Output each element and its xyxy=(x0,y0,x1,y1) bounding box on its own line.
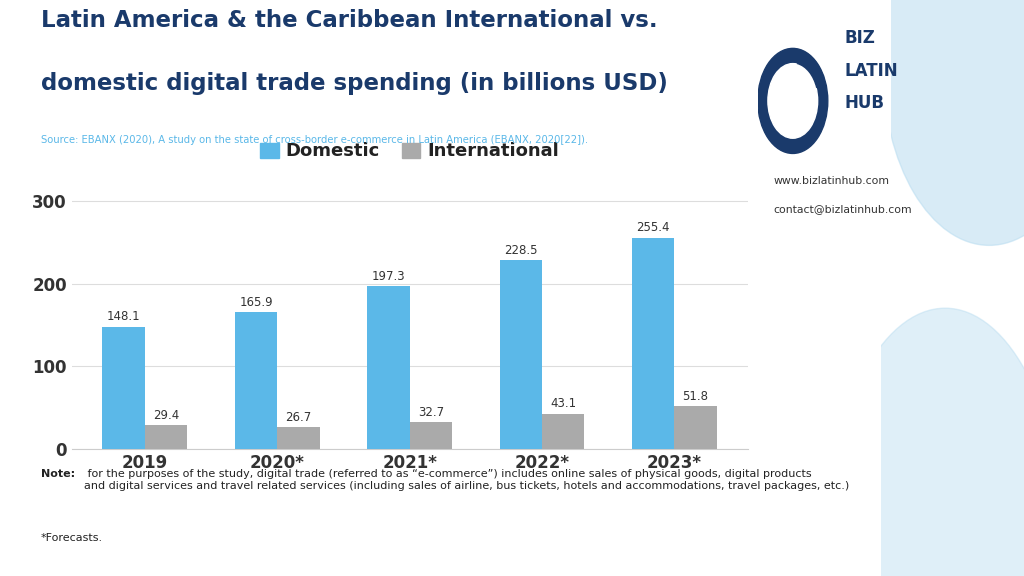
Text: 43.1: 43.1 xyxy=(550,397,577,410)
Circle shape xyxy=(768,63,817,138)
Bar xyxy=(234,312,278,449)
Text: domestic digital trade spending (in billions USD): domestic digital trade spending (in bill… xyxy=(41,72,668,95)
Text: 26.7: 26.7 xyxy=(286,411,311,424)
Text: Latin America & the Caribbean International vs.: Latin America & the Caribbean Internatio… xyxy=(41,9,657,32)
Text: 32.7: 32.7 xyxy=(418,406,443,419)
Text: 197.3: 197.3 xyxy=(372,270,406,283)
Circle shape xyxy=(758,48,827,153)
Bar xyxy=(542,414,585,449)
Bar xyxy=(144,425,187,449)
Text: Source: EBANX (2020), A study on the state of cross-border e-commerce in Latin A: Source: EBANX (2020), A study on the sta… xyxy=(41,135,588,145)
Ellipse shape xyxy=(883,0,1024,245)
Text: 51.8: 51.8 xyxy=(683,390,709,403)
Text: 29.4: 29.4 xyxy=(153,408,179,422)
Text: HUB: HUB xyxy=(845,94,885,112)
Bar xyxy=(500,260,542,449)
Wedge shape xyxy=(797,49,825,88)
Text: *Forecasts.: *Forecasts. xyxy=(41,533,103,543)
Text: Note:: Note: xyxy=(41,469,75,479)
Text: 255.4: 255.4 xyxy=(637,222,670,234)
Text: 228.5: 228.5 xyxy=(504,244,538,257)
Text: 165.9: 165.9 xyxy=(240,295,272,309)
Text: LATIN: LATIN xyxy=(845,62,898,79)
Legend: Domestic, International: Domestic, International xyxy=(253,135,566,168)
Text: contact@bizlatinhub.com: contact@bizlatinhub.com xyxy=(773,204,911,214)
Ellipse shape xyxy=(825,308,1024,576)
Bar xyxy=(368,286,410,449)
Bar xyxy=(675,407,717,449)
Text: BIZ: BIZ xyxy=(845,29,876,47)
Bar xyxy=(410,422,452,449)
Text: www.bizlatinhub.com: www.bizlatinhub.com xyxy=(773,176,889,185)
Text: for the purposes of the study, digital trade (referred to as “e-commerce”) inclu: for the purposes of the study, digital t… xyxy=(84,469,849,491)
Bar xyxy=(632,238,675,449)
Bar xyxy=(278,427,319,449)
Bar xyxy=(102,327,144,449)
Text: 148.1: 148.1 xyxy=(106,310,140,323)
